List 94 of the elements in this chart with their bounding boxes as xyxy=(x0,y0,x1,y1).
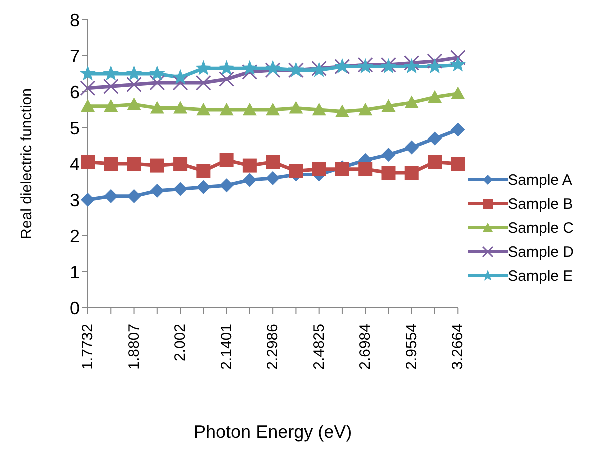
point xyxy=(335,104,350,118)
y-tick-label: 2 xyxy=(70,226,80,246)
x-tick-label: 2.4825 xyxy=(310,324,328,370)
x-tick-label: 1.7732 xyxy=(80,324,96,370)
legend-label: Sample A xyxy=(508,172,572,188)
point xyxy=(266,155,280,170)
point xyxy=(81,155,95,170)
point xyxy=(427,58,443,74)
point xyxy=(103,78,119,94)
point xyxy=(242,173,257,188)
legend-label: Sample D xyxy=(508,244,574,260)
y-tick-label: 4 xyxy=(70,154,80,174)
point xyxy=(266,171,280,186)
x-tick-label: 2.1401 xyxy=(218,324,236,370)
x-tick-label: 1.8807 xyxy=(126,324,143,370)
x-tick-label: 2.6984 xyxy=(357,324,374,370)
point xyxy=(451,157,466,171)
y-tick-label: 8 xyxy=(70,10,80,30)
point xyxy=(242,158,257,173)
point xyxy=(172,69,189,84)
point xyxy=(382,99,396,112)
point xyxy=(451,86,466,100)
y-tick-label: 1 xyxy=(70,262,80,282)
x-tick-label: 3.2664 xyxy=(450,324,467,370)
point xyxy=(242,60,258,76)
point xyxy=(358,103,373,116)
y-tick-label: 5 xyxy=(70,118,80,138)
point xyxy=(404,96,419,108)
point xyxy=(219,72,235,88)
point xyxy=(196,164,211,178)
point xyxy=(428,132,442,146)
point xyxy=(404,166,419,180)
point xyxy=(382,148,396,162)
point xyxy=(81,193,95,207)
point xyxy=(81,99,95,112)
point xyxy=(104,99,118,112)
point xyxy=(220,103,234,116)
point xyxy=(427,54,443,70)
point xyxy=(196,60,212,76)
point xyxy=(289,164,304,178)
x-axis-title: Photon Energy (eV) xyxy=(194,422,352,442)
point xyxy=(312,103,326,116)
point xyxy=(103,66,120,81)
point xyxy=(266,103,280,116)
point xyxy=(220,153,234,168)
point xyxy=(126,66,142,81)
point xyxy=(428,90,442,103)
point xyxy=(196,180,211,194)
point xyxy=(404,58,420,74)
point xyxy=(127,189,142,204)
point xyxy=(150,101,164,114)
point xyxy=(104,157,118,171)
point xyxy=(404,55,420,71)
point xyxy=(218,60,235,76)
point xyxy=(220,178,234,193)
y-axis-title: Real dielectric function xyxy=(18,88,36,240)
point xyxy=(450,50,466,66)
point xyxy=(265,60,282,76)
point xyxy=(127,98,142,110)
point xyxy=(312,162,326,176)
y-tick-label: 0 xyxy=(70,298,80,318)
point xyxy=(174,157,188,171)
y-tick-label: 3 xyxy=(70,190,80,210)
point xyxy=(358,162,373,176)
point xyxy=(149,66,166,81)
y-tick-label: 6 xyxy=(70,82,80,102)
legend-label: Sample E xyxy=(508,268,574,284)
point xyxy=(242,64,258,80)
legend-label: Sample C xyxy=(508,220,574,236)
point xyxy=(127,157,142,171)
point xyxy=(174,101,188,114)
legend-label: Sample B xyxy=(508,196,574,212)
point xyxy=(174,182,188,196)
y-tick-label: 7 xyxy=(70,46,80,66)
point xyxy=(196,103,211,116)
point xyxy=(150,184,164,198)
point xyxy=(404,140,419,155)
point xyxy=(80,80,96,96)
point xyxy=(382,166,396,180)
point xyxy=(196,75,212,91)
point xyxy=(428,155,442,170)
point xyxy=(172,75,188,91)
point xyxy=(150,158,164,173)
x-tick-label: 2.2986 xyxy=(264,324,282,370)
x-tick-label: 2.9554 xyxy=(403,324,420,370)
point xyxy=(80,66,96,81)
point xyxy=(451,122,466,137)
point xyxy=(126,77,142,93)
point xyxy=(150,75,166,91)
x-tick-label: 2.002 xyxy=(172,324,190,362)
point xyxy=(450,56,466,72)
point xyxy=(104,189,118,204)
point xyxy=(289,101,304,114)
point xyxy=(242,103,257,116)
